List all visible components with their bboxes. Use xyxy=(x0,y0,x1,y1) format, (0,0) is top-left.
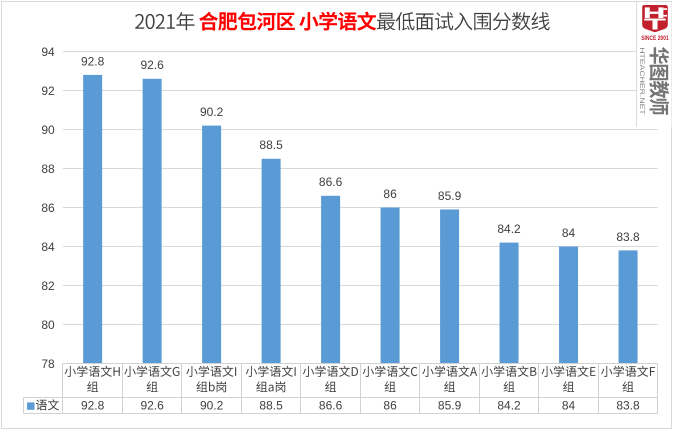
svg-text:86.6: 86.6 xyxy=(319,398,343,412)
svg-text:83.8: 83.8 xyxy=(616,230,640,244)
svg-text:85.9: 85.9 xyxy=(438,189,462,203)
svg-text:84: 84 xyxy=(562,226,576,240)
svg-text:86: 86 xyxy=(383,187,397,201)
svg-text:92.6: 92.6 xyxy=(140,58,164,72)
svg-text:88.5: 88.5 xyxy=(259,398,283,412)
svg-text:84.2: 84.2 xyxy=(497,398,521,412)
svg-text:92.8: 92.8 xyxy=(81,54,105,68)
svg-text:92.6: 92.6 xyxy=(140,398,164,412)
svg-text:92.8: 92.8 xyxy=(81,398,105,412)
svg-text:84: 84 xyxy=(562,398,576,412)
svg-text:HTEACHER.NET: HTEACHER.NET xyxy=(638,47,645,115)
svg-text:90.2: 90.2 xyxy=(200,398,224,412)
svg-text:92: 92 xyxy=(41,84,55,98)
svg-text:83.8: 83.8 xyxy=(616,398,640,412)
svg-text:90.2: 90.2 xyxy=(200,105,224,119)
svg-text:84.2: 84.2 xyxy=(497,222,521,236)
svg-text:82: 82 xyxy=(41,279,55,293)
svg-text:SINCE 2001: SINCE 2001 xyxy=(641,35,669,42)
svg-text:78: 78 xyxy=(41,357,55,371)
svg-text:86: 86 xyxy=(41,201,55,215)
svg-text:86.6: 86.6 xyxy=(319,175,343,189)
svg-text:84: 84 xyxy=(41,240,55,254)
svg-text:86: 86 xyxy=(383,398,397,412)
svg-text:88.5: 88.5 xyxy=(259,138,283,152)
svg-text:80: 80 xyxy=(41,318,55,332)
svg-text:85.9: 85.9 xyxy=(438,398,462,412)
svg-text:94: 94 xyxy=(41,45,55,59)
svg-text:90: 90 xyxy=(41,123,55,137)
svg-text:88: 88 xyxy=(41,162,55,176)
